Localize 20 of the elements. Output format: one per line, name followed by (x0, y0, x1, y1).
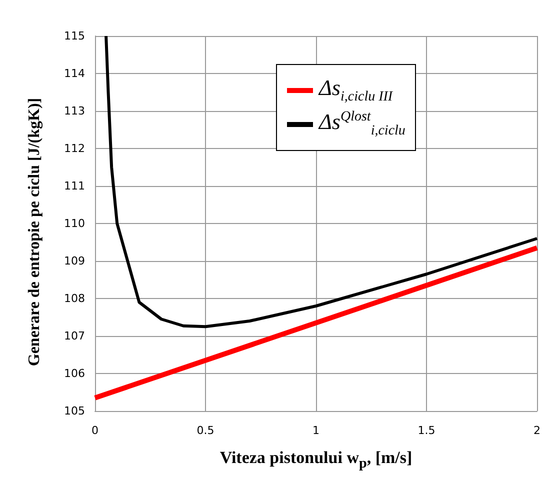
x-tick-label: 0.5 (196, 424, 214, 437)
y-axis-title: Generare de entropie pe ciclu [J/(kgK)] (26, 96, 44, 368)
y-tick-label: 115 (64, 30, 85, 42)
x-tick-label: 1 (312, 424, 320, 437)
y-tick-label: 106 (64, 367, 85, 380)
x-tick-label: 2 (534, 424, 540, 437)
y-tick-label: 108 (64, 292, 85, 305)
y-tick-label: 111 (64, 180, 85, 192)
y-tick-label: 113 (64, 104, 85, 118)
y-tick-label: 107 (64, 330, 85, 342)
y-tick-label: 105 (64, 404, 85, 418)
x-tick-label: 0 (92, 424, 98, 437)
y-tick-label: 114 (64, 67, 85, 80)
legend-label: Δs$_{i,ciclu III}$ (319, 75, 393, 106)
y-tick-label: 110 (64, 217, 85, 230)
line-series (104, 34, 538, 328)
y-tick-label: 112 (64, 142, 85, 155)
x-tick-label: 1.5 (418, 424, 436, 437)
x-axis-title: Viteza pistonului w$_{p}$, [m/s] (218, 448, 414, 472)
y-tick-label: 109 (64, 254, 85, 268)
